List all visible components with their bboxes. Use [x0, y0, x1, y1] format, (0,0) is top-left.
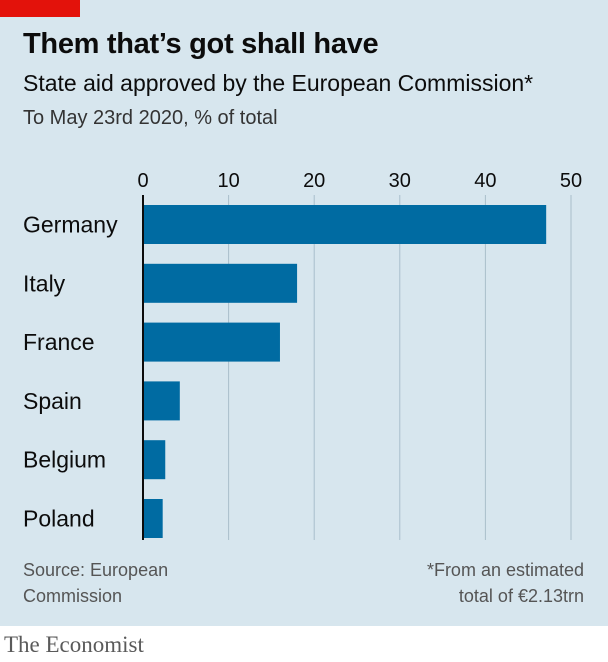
x-tick-label: 50 — [560, 170, 582, 192]
footnote-line-1: *From an estimated — [426, 560, 584, 580]
footnote-line-2: total of €2.13trn — [458, 586, 584, 606]
chart-unit-label: To May 23rd 2020, % of total — [23, 107, 278, 129]
bar — [143, 205, 547, 244]
bar — [143, 440, 166, 480]
bar — [143, 499, 163, 538]
bar — [143, 381, 180, 421]
x-tick-label: 20 — [303, 170, 325, 192]
category-label: France — [23, 329, 95, 355]
chart-subtitle: State aid approved by the European Commi… — [23, 70, 534, 96]
source-note: Source: European Commission — [23, 557, 168, 609]
x-tick-label: 40 — [474, 170, 496, 192]
chart-title: Them that’s got shall have — [23, 28, 379, 60]
bar-chart: 0 10 20 30 40 50 Germany Italy France Spain Belgiu… — [23, 170, 582, 540]
x-tick-label: 10 — [217, 170, 239, 192]
source-line-1: Source: European — [23, 560, 169, 580]
category-label: Italy — [23, 270, 66, 296]
footnote: *From an estimated total of €2.13trn — [427, 557, 584, 609]
brand-logo-text: The Economist — [4, 632, 144, 657]
brand-red-tag — [0, 0, 80, 17]
category-label: Germany — [23, 212, 118, 238]
bar — [143, 263, 298, 303]
x-tick-label: 30 — [389, 170, 411, 192]
category-label: Poland — [23, 506, 95, 532]
source-line-2: Commission — [23, 586, 123, 606]
category-label: Belgium — [23, 447, 106, 473]
category-label: Spain — [23, 388, 82, 414]
bar — [143, 322, 280, 362]
x-tick-label: 0 — [137, 170, 148, 192]
chart-panel — [0, 0, 608, 626]
